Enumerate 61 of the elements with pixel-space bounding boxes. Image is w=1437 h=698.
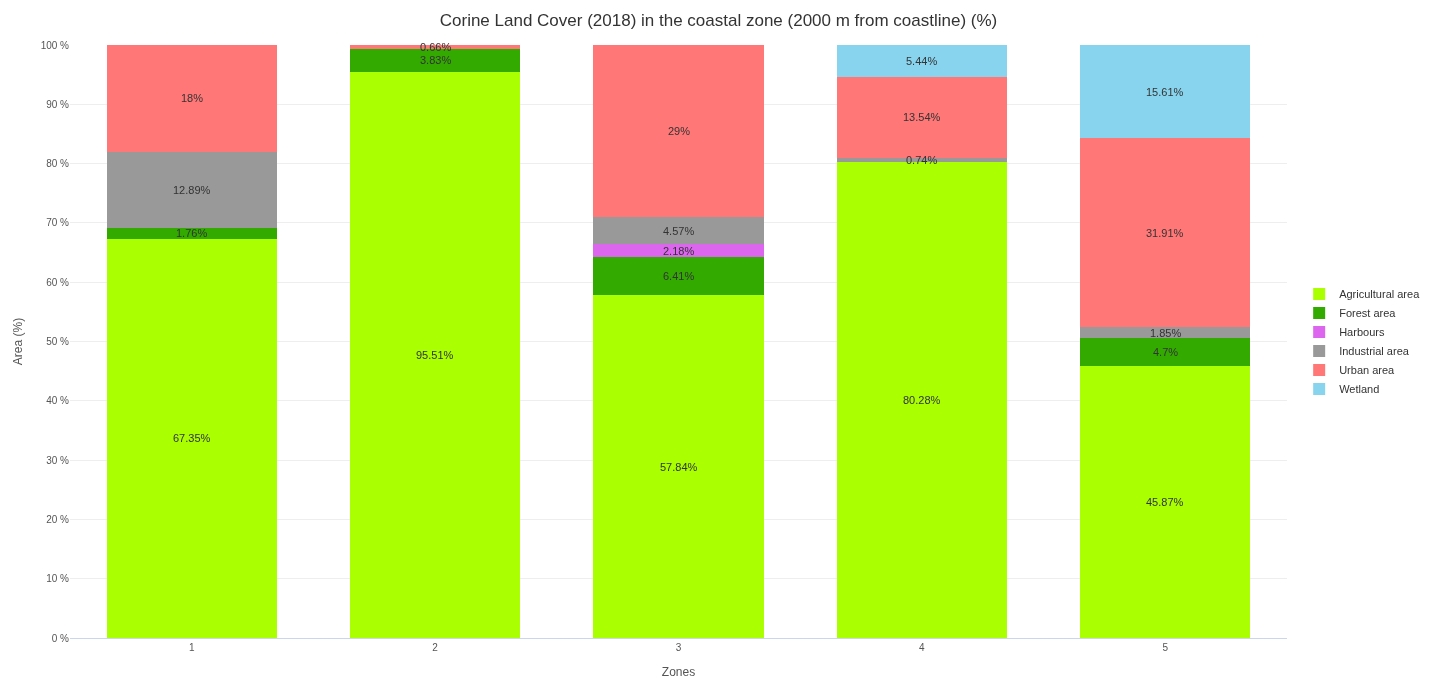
data-label: 57.84% <box>660 461 698 473</box>
bar <box>836 77 1008 158</box>
data-label: 13.54% <box>903 111 941 123</box>
data-label: 29% <box>668 125 691 137</box>
bar <box>106 238 277 638</box>
bar <box>349 71 521 638</box>
data-label: 2.18% <box>663 245 695 257</box>
data-label: 4.7% <box>1153 346 1179 358</box>
y-axis-title: Area (%) <box>10 317 25 366</box>
data-label: 1.76% <box>176 227 208 239</box>
x-tick-label: 2 <box>432 642 439 653</box>
y-tick-label: 100 % <box>40 39 70 51</box>
data-label: 12.89% <box>173 184 211 196</box>
bar <box>1080 365 1251 638</box>
data-label: 45.87% <box>1146 496 1184 508</box>
legend-label: Harbours <box>1339 326 1385 339</box>
y-tick-label: 50 % <box>46 336 70 347</box>
bar <box>593 257 764 296</box>
bar <box>1080 338 1251 366</box>
data-label: 4.57% <box>663 225 695 237</box>
data-label: 31.91% <box>1146 227 1184 239</box>
data-label: 5.44% <box>906 55 938 67</box>
data-label: 1.85% <box>1150 327 1182 339</box>
y-tick-label: 90 % <box>46 98 70 110</box>
y-tick-label: 40 % <box>46 395 70 407</box>
bar <box>106 151 277 229</box>
data-label: 6.41% <box>663 270 695 282</box>
data-label: 3.83% <box>420 54 452 66</box>
data-label: 95.51% <box>416 349 454 361</box>
bar <box>593 216 764 245</box>
bar <box>106 45 277 152</box>
bar <box>1080 327 1251 339</box>
y-tick-label: 70 % <box>46 217 70 229</box>
legend-label: Wetland <box>1339 383 1380 396</box>
x-tick-label: 4 <box>919 642 926 653</box>
legend-label: Industrial area <box>1339 345 1410 358</box>
legend-label: Forest area <box>1339 307 1397 320</box>
y-tick-label: 30 % <box>46 454 70 466</box>
bar <box>593 244 764 257</box>
data-label: 18% <box>181 92 204 104</box>
y-tick-label: 60 % <box>46 276 70 288</box>
legend-label: Agricultural area <box>1339 288 1421 301</box>
chart-title: Corine Land Cover (2018) in the coastal zone (2000 m from coastline) (%) <box>439 10 998 30</box>
bar <box>1080 45 1251 138</box>
data-label: 15.61% <box>1146 86 1184 98</box>
y-tick-label: 0 % <box>51 632 70 644</box>
x-tick-label: 3 <box>675 642 682 653</box>
bar <box>106 228 277 239</box>
x-axis-title: Zones <box>661 664 696 679</box>
bar <box>1080 137 1251 328</box>
bar <box>593 295 764 638</box>
bar <box>593 45 764 217</box>
data-label: 80.28% <box>903 394 941 406</box>
bar <box>836 45 1008 78</box>
y-tick-label: 80 % <box>46 158 70 170</box>
data-label: 67.35% <box>173 432 211 444</box>
legend-label: Urban area <box>1339 364 1396 377</box>
y-tick-label: 10 % <box>46 573 70 585</box>
x-tick-label: 5 <box>1162 642 1169 653</box>
x-tick-label: 1 <box>188 642 195 653</box>
y-tick-label: 20 % <box>46 513 70 525</box>
